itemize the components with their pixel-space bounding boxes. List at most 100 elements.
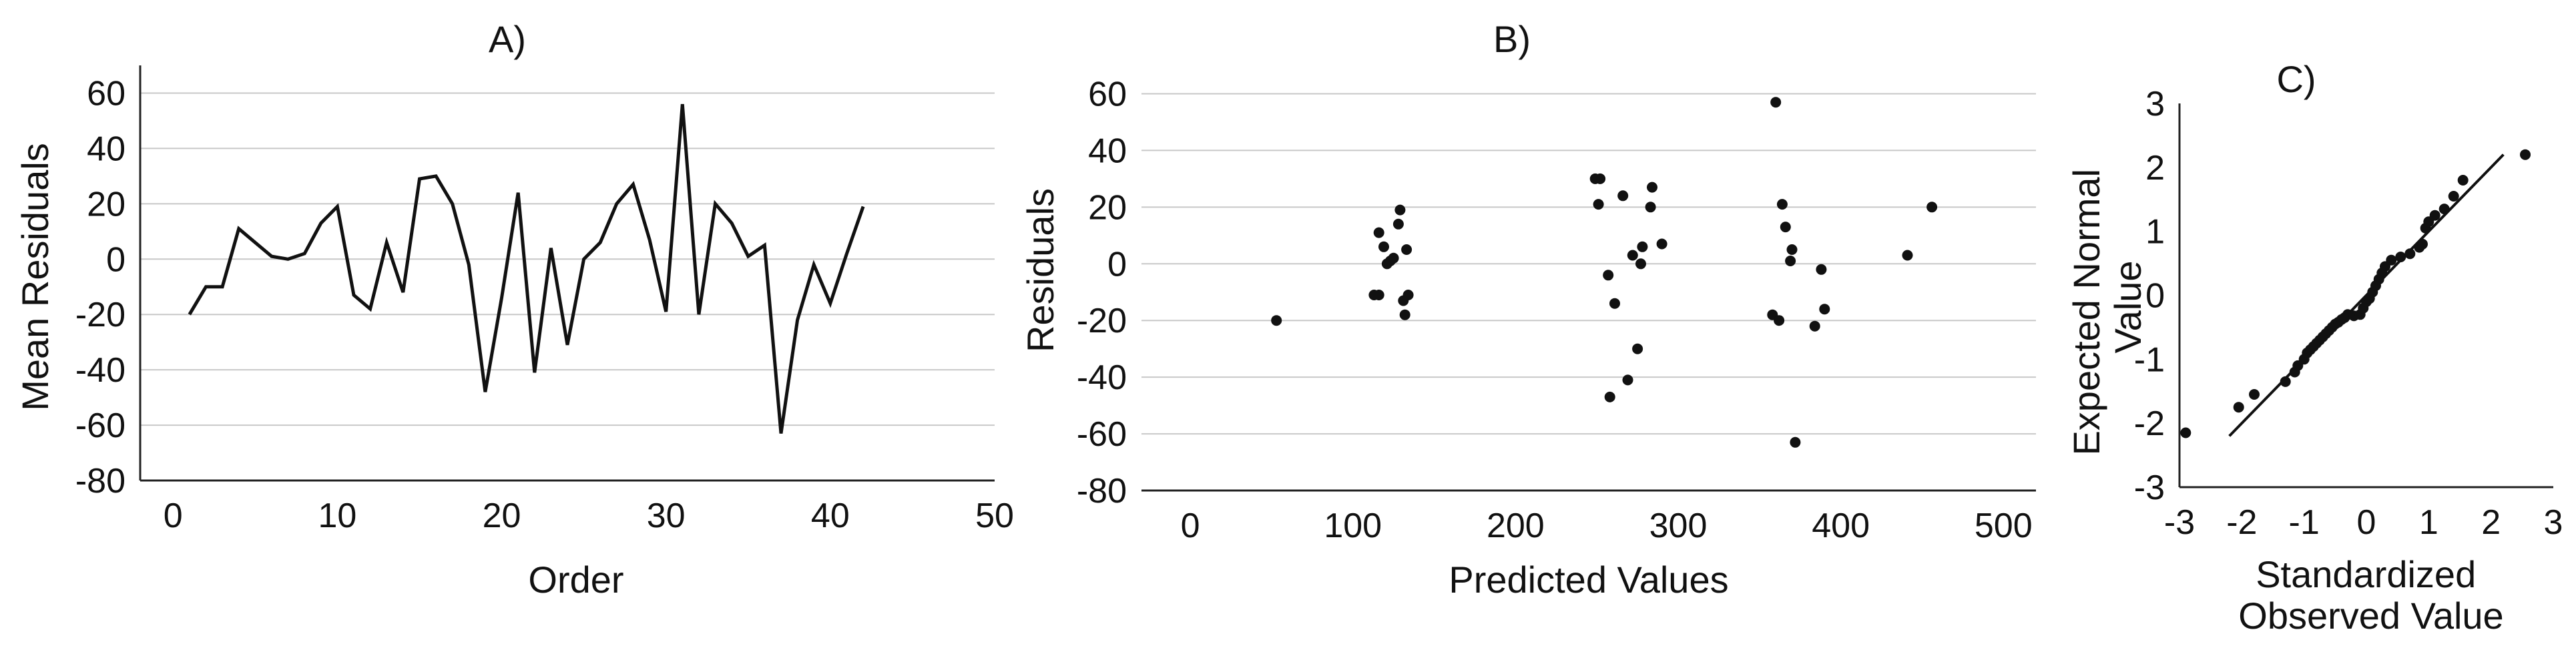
panel-b-data-point <box>1603 270 1614 281</box>
panel-c-y-tick-label: -3 <box>2134 468 2165 507</box>
panel-b-data-point <box>1388 252 1399 264</box>
panel-b-data-point <box>1609 298 1620 309</box>
panel-b-data-point <box>1399 309 1410 320</box>
panel-c-data-point <box>2520 149 2531 160</box>
panel-c-y-tick-label: -2 <box>2134 404 2165 443</box>
panel-a-y-tick-label: 40 <box>87 129 125 168</box>
panel-b-data-point <box>1790 436 1801 448</box>
panel-b-data-point <box>1617 190 1629 202</box>
panel-a-y-tick-label: -40 <box>75 351 125 390</box>
panel-c-x-axis-label-line: Standardized <box>2256 553 2476 595</box>
panel-b-x-tick-label: 200 <box>1487 507 1545 545</box>
panel-a-title: A) <box>489 18 526 60</box>
panel-c-x-tick-label: -3 <box>2164 503 2195 542</box>
panel-a-line-chart: A) -80 -60 -40 -20 0 20 40 60 0 10 20 30 40 50 Order… <box>14 18 1014 601</box>
panel-b-x-axis-label: Predicted Values <box>1449 559 1728 601</box>
panel-c-data-point <box>2448 191 2459 202</box>
panel-b-x-tick-label: 0 <box>1181 507 1200 545</box>
panel-c-x-axis-label: Standardized Observed Value <box>2238 553 2503 637</box>
panel-b-data-point <box>1635 258 1646 270</box>
panel-b-y-tick-label: -60 <box>1077 415 1127 454</box>
panel-b-data-point <box>1770 97 1782 108</box>
panel-b-x-tick-label: 400 <box>1812 507 1870 545</box>
panel-b-data-point <box>1402 290 1414 300</box>
panel-c-data-point <box>2233 402 2244 413</box>
panel-a-x-tick-label: 10 <box>318 497 356 535</box>
panel-b-data-point <box>1645 202 1656 213</box>
panel-b-data-point <box>1394 204 1406 216</box>
panel-c-data-point <box>2180 427 2192 438</box>
panel-b-data-point <box>1637 241 1648 252</box>
panel-c-data-point <box>2429 210 2440 221</box>
panel-c-qq-plot: C) -3 -2 -1 0 1 2 3 -3 -2 -1 0 1 2 3 Standardized Ob… <box>2065 58 2563 637</box>
panel-b-x-tick-label: 300 <box>1649 507 1708 545</box>
panel-c-y-tick-label: -1 <box>2134 340 2165 379</box>
panel-c-y-tick-label: 1 <box>2145 213 2165 252</box>
panel-c-title: C) <box>2276 58 2316 100</box>
panel-b-data-point <box>1647 182 1657 193</box>
panel-c-x-tick-label: 2 <box>2481 503 2501 542</box>
panel-b-data-point <box>1819 304 1830 315</box>
panel-b-y-tick-label: 0 <box>1107 245 1127 284</box>
panel-b-y-tick-label: 20 <box>1088 188 1127 227</box>
panel-a-y-tick-label: 20 <box>87 185 125 224</box>
panel-a-y-axis-label: Mean Residuals <box>14 143 56 411</box>
panel-b-data-point <box>1622 374 1633 386</box>
panel-b-y-axis-label: Residuals <box>1019 188 1061 352</box>
panel-a-x-tick-label: 0 <box>164 497 183 535</box>
panel-b-data-point <box>1656 238 1667 250</box>
panel-c-data-point <box>2417 238 2428 250</box>
panel-b-data-point <box>1780 222 1791 233</box>
panel-c-x-tick-label: -2 <box>2226 503 2257 542</box>
panel-c-x-axis-label-line: Observed Value <box>2238 595 2503 637</box>
panel-b-data-point <box>1401 244 1412 255</box>
panel-b-title: B) <box>1493 18 1531 60</box>
panel-a-x-tick-label: 20 <box>483 497 521 535</box>
panel-a-x-tick-label: 30 <box>647 497 686 535</box>
panel-a-x-tick-label: 40 <box>811 497 850 535</box>
panel-b-data-point <box>1627 250 1638 261</box>
panel-a-y-tick-label: 60 <box>87 74 125 113</box>
panel-c-data-point <box>2280 376 2291 387</box>
panel-b-data-point <box>1271 315 1282 326</box>
panel-b-data-point <box>1632 343 1643 354</box>
panel-a-x-tick-label: 50 <box>975 497 1014 535</box>
panel-c-x-tick-label: 3 <box>2544 503 2563 542</box>
panel-c-y-tick-label: 0 <box>2145 277 2165 316</box>
panel-a-y-tick-label: 0 <box>106 240 125 279</box>
panel-b-data-point <box>1595 173 1606 184</box>
panel-a-series-line <box>188 103 865 434</box>
panel-b-x-tick-label: 100 <box>1324 507 1382 545</box>
panel-c-y-tick-label: 3 <box>2145 85 2165 123</box>
panel-b-y-tick-label: -80 <box>1077 472 1127 511</box>
panel-b-data-point <box>1774 315 1785 326</box>
panel-b-data-point <box>1392 218 1404 230</box>
panel-c-data-point <box>2395 252 2406 262</box>
panel-c-data-point <box>2457 175 2469 186</box>
panel-b-data-point <box>1593 199 1604 210</box>
panel-b-y-tick-label: 40 <box>1088 131 1127 170</box>
panel-b-data-point <box>1785 256 1796 266</box>
panel-a-y-tick-label: -80 <box>75 462 125 501</box>
panel-b-y-tick-label: -40 <box>1077 358 1127 397</box>
panel-c-x-tick-label: 1 <box>2419 503 2438 542</box>
panel-c-x-tick-label: 0 <box>2357 503 2376 542</box>
panel-c-x-tick-label: -1 <box>2289 503 2320 542</box>
panel-b-y-tick-label: -20 <box>1077 302 1127 340</box>
panel-b-data-point <box>1378 241 1389 252</box>
panel-b-data-point <box>1373 227 1384 238</box>
panel-a-x-axis-label: Order <box>528 559 623 601</box>
panel-c-data-point <box>2404 248 2416 260</box>
panel-c-y-axis-label-line: Value <box>2107 260 2149 353</box>
panel-c-y-axis-label-line: Expected Normal <box>2065 169 2107 456</box>
panel-c-y-axis-label: Expected Normal Value <box>2065 158 2149 455</box>
panel-b-data-point <box>1926 202 1938 213</box>
panel-a-y-tick-label: -20 <box>75 296 125 334</box>
panel-b-data-point <box>1786 244 1798 255</box>
panel-b-x-tick-label: 500 <box>1975 507 2033 545</box>
panel-b-data-point <box>1816 264 1827 275</box>
panel-c-data-point <box>2249 389 2260 400</box>
panel-c-data-point <box>2438 204 2450 215</box>
